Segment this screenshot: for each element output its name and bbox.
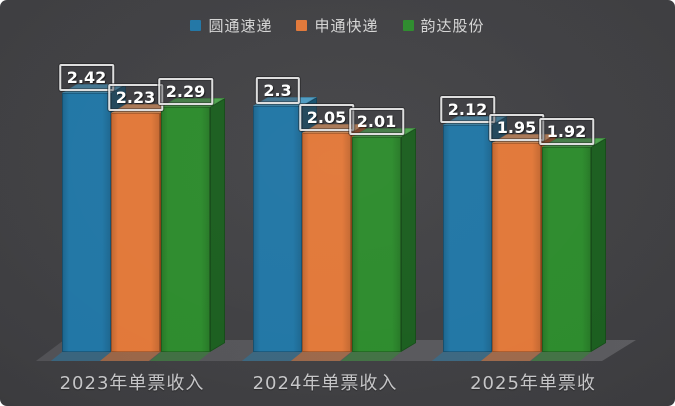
- bar-side-face: [591, 137, 606, 352]
- legend-swatch-icon: [296, 19, 308, 31]
- legend-label: 韵达股份: [420, 16, 485, 35]
- value-label: 2.3: [255, 77, 300, 104]
- axis-label: 2025年单票收: [470, 373, 596, 394]
- legend-item-0: 圆通速递: [190, 15, 272, 36]
- bar-column: [161, 107, 210, 352]
- bar-column: [443, 125, 492, 352]
- legend-swatch-icon: [402, 19, 414, 31]
- value-label: 2.12: [439, 96, 496, 123]
- legend-item-1: 申通快递: [296, 15, 378, 36]
- value-label: 2.23: [107, 84, 164, 111]
- value-label: 2.42: [58, 64, 115, 91]
- value-label: 2.05: [298, 104, 355, 131]
- bar-side-face: [401, 127, 416, 352]
- bar-column: [302, 133, 351, 352]
- bar-column: [253, 106, 302, 352]
- bar-side-face: [210, 97, 225, 352]
- legend: 圆通速递 申通快递 韵达股份: [0, 14, 675, 36]
- axis-label: 2023年单票收入: [59, 373, 205, 394]
- legend-label: 圆通速递: [208, 16, 273, 35]
- bar-column: [492, 143, 541, 352]
- bar-column: [111, 113, 160, 352]
- value-label: 1.95: [488, 114, 545, 141]
- bar-column: [542, 147, 591, 352]
- legend-label: 申通快递: [314, 16, 379, 35]
- bar-column: [352, 137, 401, 352]
- legend-swatch-icon: [190, 19, 202, 31]
- value-label: 2.01: [348, 108, 405, 135]
- legend-item-2: 韵达股份: [402, 15, 485, 36]
- value-label: 1.92: [538, 118, 595, 145]
- value-label: 2.29: [157, 78, 214, 105]
- bar-column: [62, 93, 111, 352]
- axis-label: 2024年单票收入: [252, 373, 398, 394]
